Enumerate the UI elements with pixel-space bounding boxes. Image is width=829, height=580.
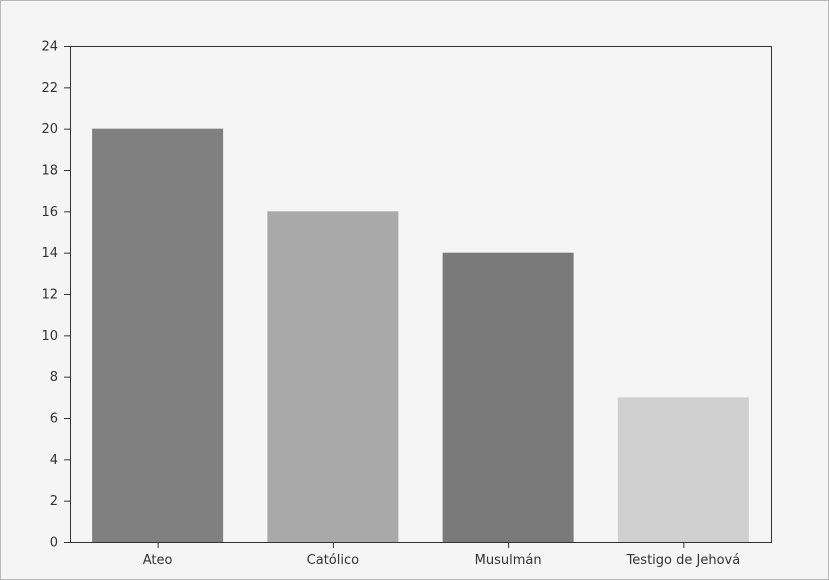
bars-group [92,128,749,543]
x-category-label: Católico [307,553,359,568]
bar-ateo [92,128,224,542]
y-tick-label: 6 [50,412,58,427]
x-category-label: Musulmán [475,553,542,568]
y-tick-label: 4 [50,453,58,468]
y-tick-label: 18 [41,164,58,179]
bar-musulm-n [442,252,574,542]
y-tick-label: 10 [41,329,58,344]
plot-area-border [70,46,772,543]
x-axis: Ateo Católico Musulmán Testigo de Jehová [143,542,740,568]
y-tick-label: 2 [50,494,58,509]
y-tick-label: 0 [50,536,58,551]
x-category-label: Ateo [143,553,173,568]
y-tick-label: 20 [41,122,58,137]
y-tick-label: 22 [41,81,58,96]
y-tick-label: 8 [50,370,58,385]
bar-cat-lico [267,211,399,543]
y-tick-label: 12 [41,288,58,303]
x-category-label: Testigo de Jehová [626,553,741,568]
bar-testigo-de-jehov- [617,397,749,542]
y-tick-label: 14 [41,246,58,261]
y-tick-label: 24 [41,40,58,55]
y-tick-label: 16 [41,205,58,220]
